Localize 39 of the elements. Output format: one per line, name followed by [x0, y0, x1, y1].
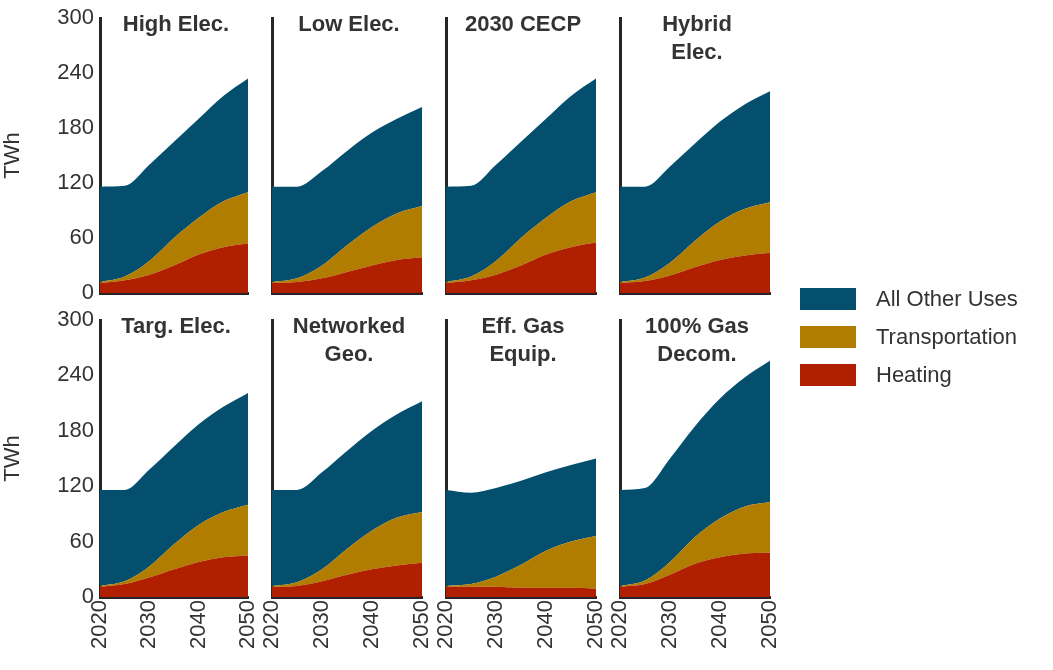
y-tick-label: 180 [57, 114, 94, 140]
chart-title: Hybrid Elec. [661, 10, 733, 66]
y-tick-label: 120 [57, 169, 94, 195]
x-tick-label: 2040 [706, 600, 732, 649]
legend-label: Heating [876, 362, 952, 388]
chart-title: 2030 CECP [463, 10, 583, 38]
legend-label: Transportation [876, 324, 1018, 350]
chart-title: Targ. Elec. [120, 312, 232, 340]
y-tick-label: 60 [69, 224, 94, 250]
y-axis-title: TWh [0, 132, 25, 179]
x-tick-label: 2050 [234, 600, 260, 649]
x-tick-label: 2020 [432, 600, 458, 649]
x-tick-label: 2050 [756, 600, 782, 649]
x-tick-label: 2020 [606, 600, 632, 649]
x-tick-label: 2030 [482, 600, 508, 649]
x-tick-label: 2050 [408, 600, 434, 649]
y-tick-label: 180 [57, 416, 94, 442]
x-tick-label: 2040 [358, 600, 384, 649]
x-tick-label: 2050 [582, 600, 608, 649]
chart-title: High Elec. [121, 10, 231, 38]
y-tick-label: 0 [81, 279, 94, 305]
chart-title: Low Elec. [297, 10, 401, 38]
chart-title: Eff. Gas Equip. [480, 312, 566, 368]
x-tick-label: 2040 [532, 600, 558, 649]
x-tick-label: 2030 [656, 600, 682, 649]
y-tick-label: 240 [57, 59, 94, 85]
y-tick-label: 300 [57, 306, 94, 332]
x-tick-label: 2030 [135, 600, 161, 649]
x-tick-label: 2020 [258, 600, 284, 649]
x-tick-label: 2030 [308, 600, 334, 649]
y-tick-label: 60 [69, 527, 94, 553]
y-tick-label: 300 [57, 4, 94, 30]
y-tick-label: 120 [57, 472, 94, 498]
chart-title: Networked Geo. [291, 312, 407, 368]
x-tick-label: 2040 [184, 600, 210, 649]
y-tick-label: 240 [57, 361, 94, 387]
chart-title: 100% Gas Decom. [644, 312, 750, 368]
legend-label: All Other Uses [876, 286, 1018, 312]
y-axis-title: TWh [0, 435, 25, 482]
